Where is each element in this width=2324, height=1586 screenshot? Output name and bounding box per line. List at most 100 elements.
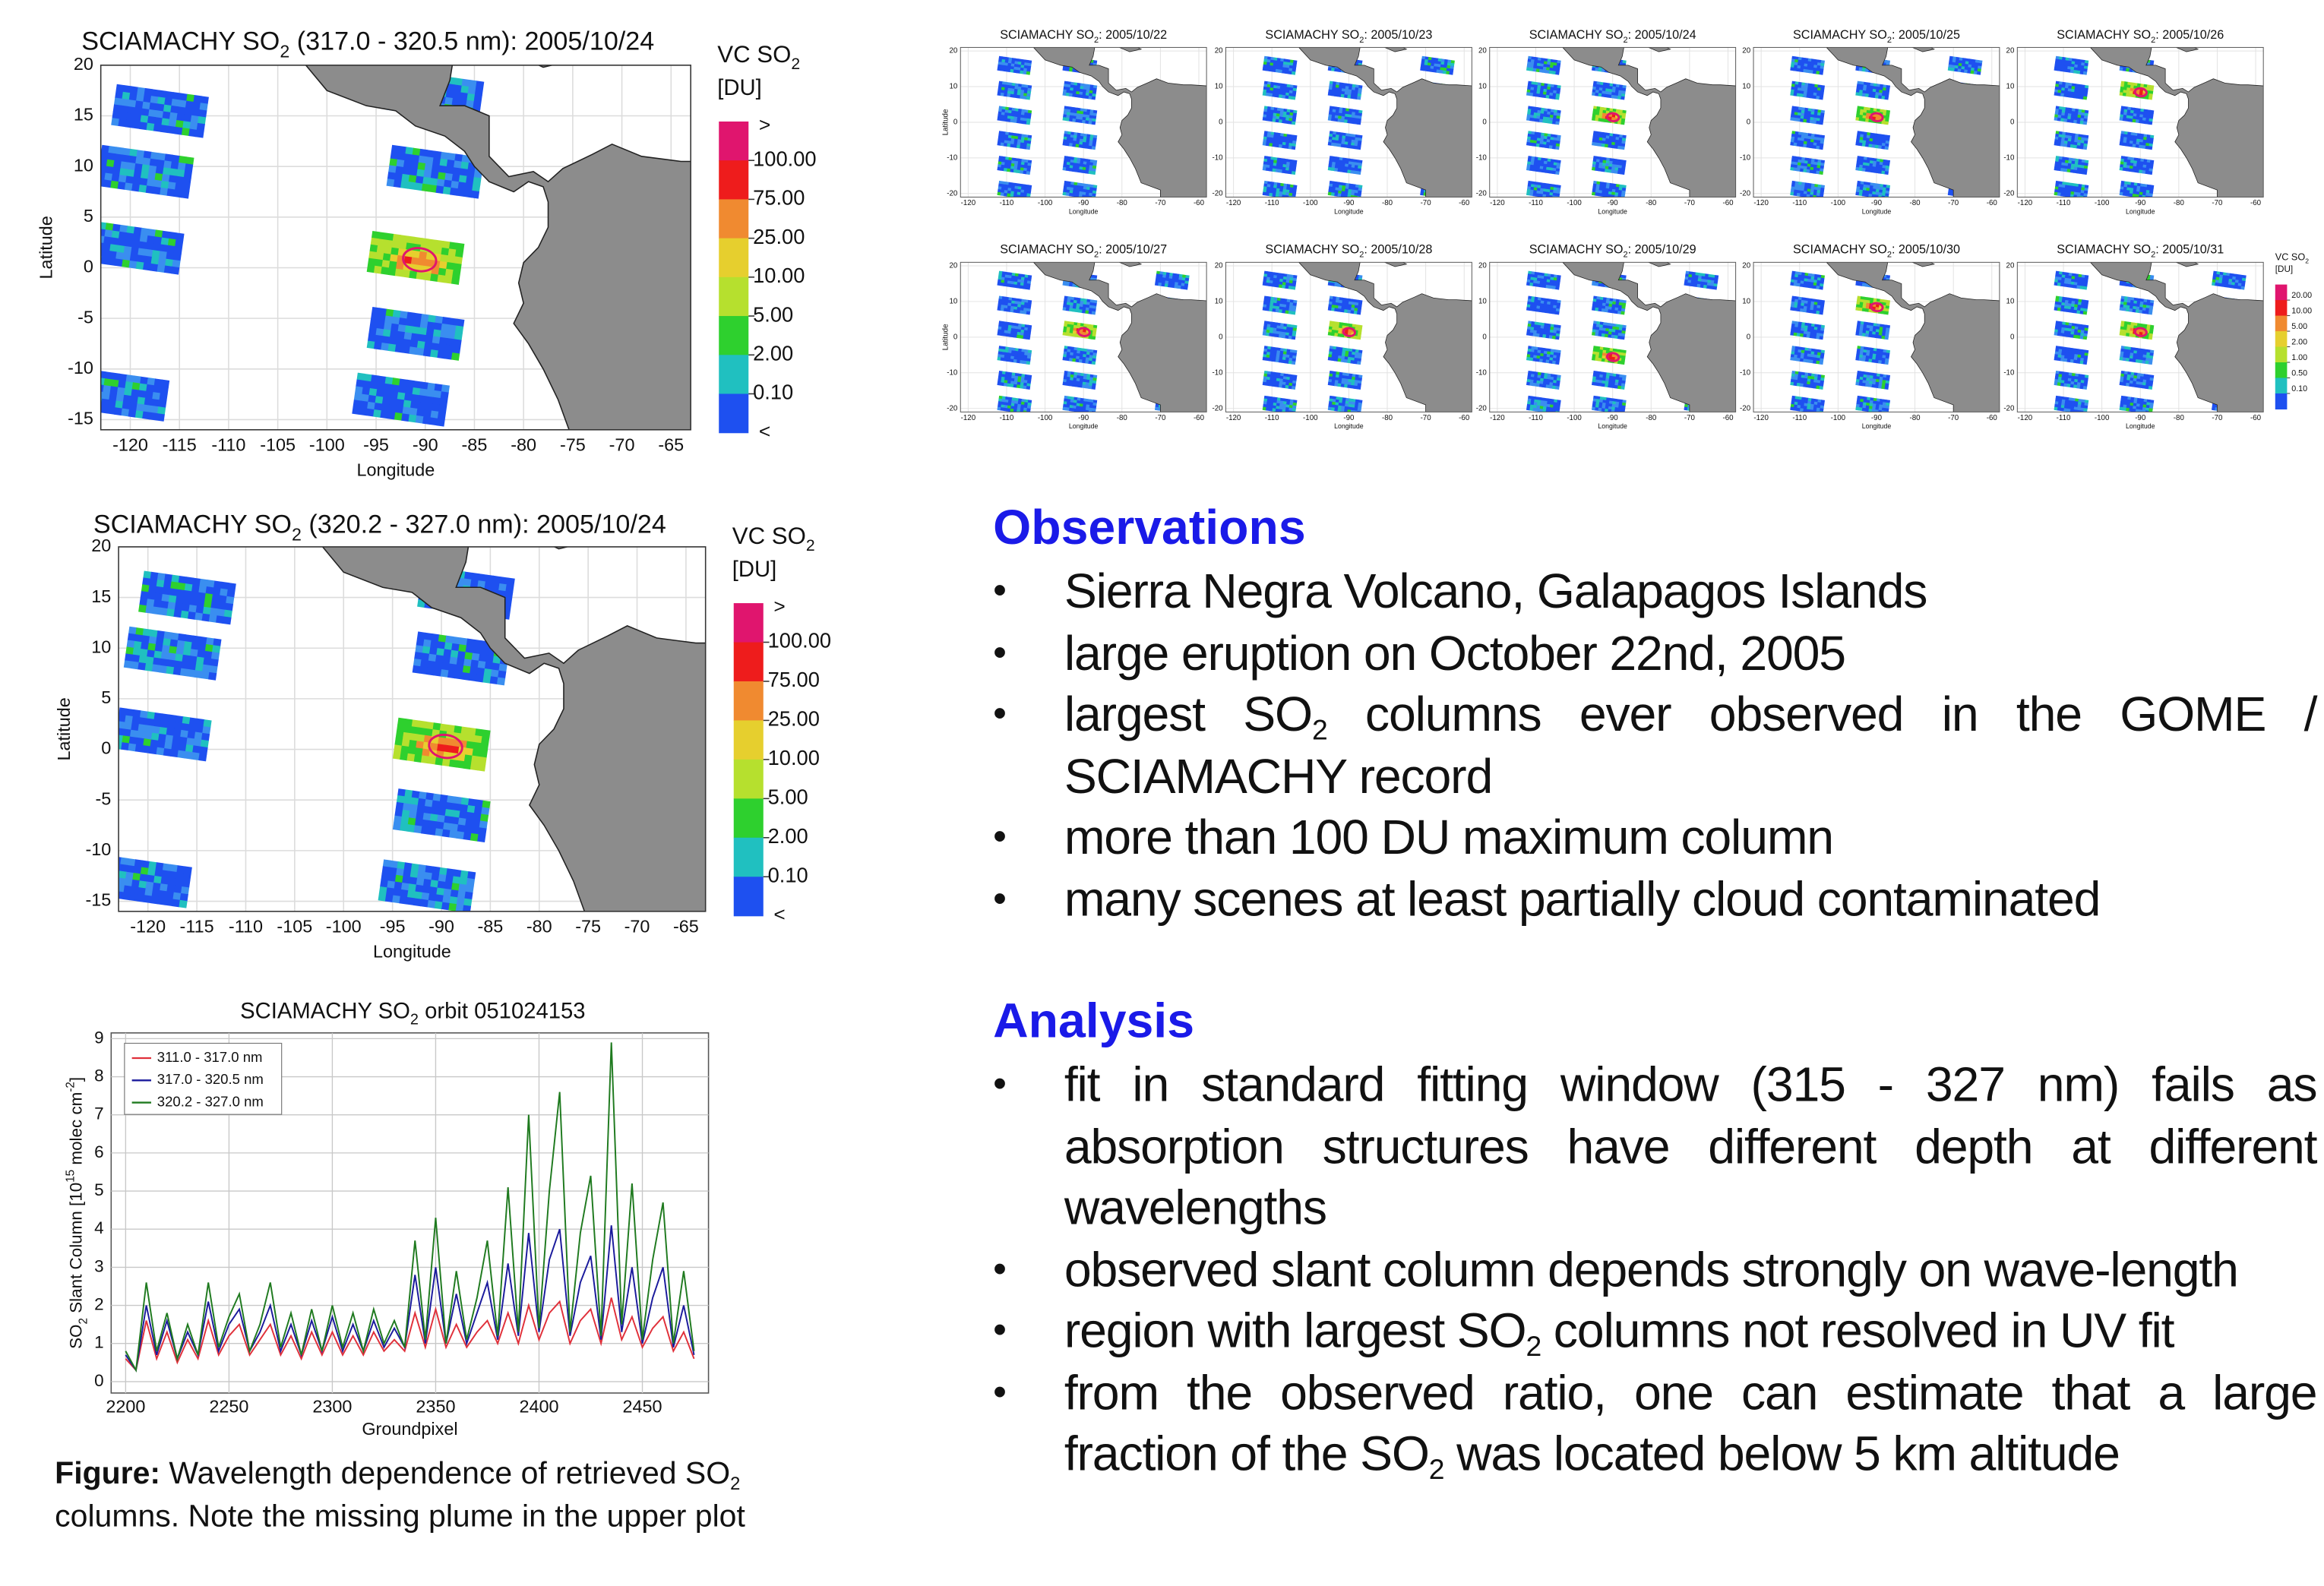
swath-cell (104, 869, 112, 877)
x-tick-label: -110 (1265, 199, 1279, 207)
x-axis-label: Longitude (373, 942, 451, 962)
text-part: : 2005/10/22 (1099, 28, 1167, 42)
colorbar-tick-label: 75.00 (753, 186, 805, 210)
colorbar-segment (719, 160, 748, 200)
swath-cell (1357, 121, 1361, 125)
x-tick-label: -60 (1722, 199, 1734, 207)
swath-cell (81, 382, 90, 390)
colorbar-tick-label: 5.00 (753, 302, 793, 326)
colorbar-segment (719, 316, 748, 355)
x-tick-label: -80 (526, 917, 552, 937)
swath-cell (74, 388, 82, 396)
swath-cell (90, 376, 98, 384)
swath-cell (2083, 96, 2087, 100)
swath-cell (90, 234, 98, 242)
colorbar-above: > (773, 595, 785, 618)
swath-cell (1977, 71, 1981, 75)
swath-cell (1885, 96, 1889, 100)
x-tick-label: -100 (326, 917, 362, 937)
map-title: SCIAMACHY SO2: 2005/10/22 (1000, 28, 1167, 45)
swath-cell (1292, 146, 1295, 150)
map-title: SCIAMACHY SO2 (317.0 - 320.5 nm): 2005/1… (81, 27, 654, 62)
y-axis-label: Latitude (941, 109, 950, 136)
swath-cell (103, 876, 112, 884)
swath-cell (93, 404, 101, 412)
colorbar-above: > (759, 113, 770, 136)
swath-cell (95, 881, 103, 889)
x-tick-label: -90 (428, 917, 454, 937)
y-tick-label: -20 (947, 189, 958, 197)
x-tick-label: -90 (1871, 199, 1883, 207)
swath-cell (1026, 71, 1030, 75)
swath-cell (1026, 96, 1030, 100)
colorbar-tick-label: 0.10 (768, 863, 808, 886)
colorbar-segment (734, 681, 764, 721)
y-tick-label: -5 (96, 788, 112, 808)
swath-cell (463, 905, 471, 913)
swath-cell (1092, 96, 1096, 100)
text-part: SCIAMACHY SO (1265, 28, 1359, 42)
x-tick-label: -75 (560, 434, 586, 454)
y-tick-label: 10 (1742, 83, 1750, 91)
x-axis-label: Longitude (1069, 207, 1099, 215)
swath-cell (74, 381, 83, 390)
colorbar-segment (734, 838, 764, 877)
swath-cell (73, 395, 81, 403)
text-part: : 2005/10/23 (1364, 28, 1432, 42)
text-part: (317.0 - 320.5 nm): 2005/10/24 (289, 27, 654, 56)
swath-cell (1820, 71, 1823, 75)
text-part: SCIAMACHY SO (93, 510, 292, 539)
y-tick-label: 0 (1219, 118, 1223, 127)
x-tick-label: -70 (609, 434, 635, 454)
y-tick-label: 10 (74, 155, 93, 175)
swath-cell (1555, 146, 1559, 150)
colorbar-segment (734, 603, 764, 643)
swath-cell (1026, 196, 1030, 200)
y-tick-label: -10 (1476, 153, 1488, 162)
x-tick-label: -60 (1459, 199, 1470, 207)
x-axis-label: Longitude (1598, 207, 1627, 215)
x-tick-label: -95 (380, 917, 406, 937)
x-tick-label: -110 (229, 917, 263, 937)
text-part: VC SO (732, 523, 806, 549)
y-tick-label: -10 (85, 839, 111, 859)
swath-cell (477, 763, 485, 772)
y-tick-label: 0 (953, 118, 958, 127)
y-tick-label: 10 (1478, 83, 1487, 91)
x-tick-label: -80 (511, 434, 536, 454)
swath-cell (1620, 121, 1624, 125)
swath-cell (1885, 196, 1889, 200)
text-part: 2 (292, 525, 302, 545)
swath-cell (1820, 146, 1823, 150)
swath-cell (1820, 121, 1823, 125)
colorbar-segment (734, 760, 764, 799)
colorbar-segment (734, 877, 764, 916)
colorbar-segment (719, 122, 748, 161)
y-tick-label: -10 (68, 358, 93, 378)
x-tick-label: -120 (112, 434, 148, 454)
y-tick-label: 20 (1215, 47, 1223, 55)
text-part: : 2005/10/24 (1628, 28, 1696, 42)
swath-cell (89, 383, 97, 391)
x-tick-label: -70 (1421, 199, 1432, 207)
swath-cell (1555, 96, 1559, 100)
colorbar-title: VC SO2 (717, 41, 800, 73)
x-tick-label: -120 (1753, 199, 1769, 207)
swath-cell (1449, 71, 1453, 75)
y-axis-label: Latitude (36, 216, 56, 279)
x-tick-label: -120 (961, 199, 976, 207)
x-tick-label: -65 (658, 434, 684, 454)
swath-cell (1357, 96, 1361, 100)
colorbar-tick-label: 2.00 (768, 824, 808, 848)
x-tick-label: -105 (277, 917, 312, 937)
map-title: SCIAMACHY SO2: 2005/10/24 (1529, 28, 1696, 45)
swath-cell (81, 389, 89, 397)
swath-cell (1885, 121, 1889, 125)
x-axis-label: Longitude (1334, 207, 1364, 215)
y-tick-label: -10 (1212, 153, 1223, 162)
x-tick-label: -120 (1490, 199, 1505, 207)
swath-cell (208, 672, 217, 681)
x-tick-label: -80 (1117, 199, 1128, 207)
page: { "maps": [ {"title": ["SCIAMACHY SO", "… (0, 0, 2324, 1586)
swath-cell (1026, 121, 1030, 125)
